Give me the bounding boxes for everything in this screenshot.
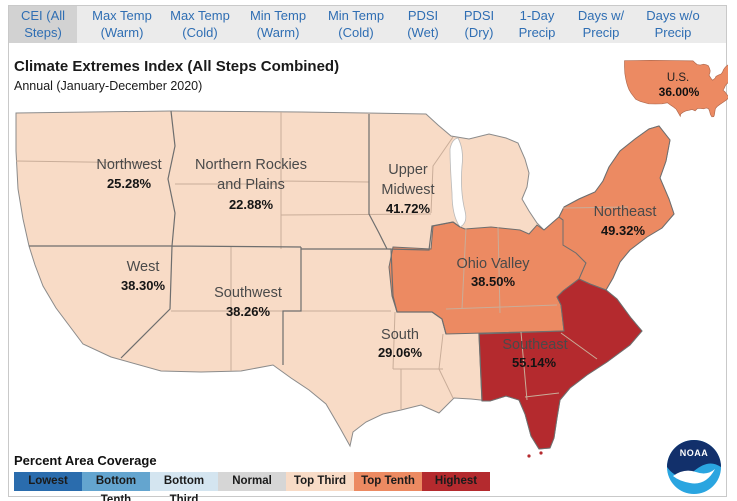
us-inset-label: U.S. [667,72,689,84]
legend-item-top-third: Top Third [286,472,354,491]
region-label-northern-rockies-2: and Plains [217,177,285,193]
tab-pdsi-dry[interactable]: PDSI (Dry) [463,7,495,40]
region-label-south: South [381,327,419,343]
tab-pdsi-wet[interactable]: PDSI (Wet) [407,7,439,40]
region-value-northwest: 25.28% [107,176,152,191]
region-label-southwest: Southwest [214,285,282,301]
tab-min-temp-cold[interactable]: Min Temp (Cold) [327,7,385,40]
tab-max-temp-cold[interactable]: Max Temp (Cold) [170,7,230,40]
region-label-upper-midwest-2: Midwest [381,182,434,198]
tab-days-without-precip[interactable]: Days w/o Precip [646,7,700,40]
legend: Percent Area Coverage Lowest Bottom Tent… [14,453,490,501]
region-label-southeast: Southeast [502,337,567,353]
us-inset: U.S. 36.00% [624,60,728,118]
noaa-logo: NOAA [667,440,721,494]
region-label-northern-rockies-1: Northern Rockies [195,157,307,173]
region-value-west: 38.30% [121,278,166,293]
tab-max-temp-warm[interactable]: Max Temp (Warm) [92,7,152,40]
region-value-upper-midwest: 41.72% [386,201,431,216]
map-title: Climate Extremes Index (All Steps Combin… [14,58,340,75]
legend-item-top-tenth: Top Tenth [354,472,422,491]
legend-item-normal: Normal [218,472,286,491]
legend-item-bottom-tenth: Bottom Tenth [82,472,150,501]
tab-days-with-precip[interactable]: Days w/ Precip [577,7,625,40]
region-label-west: West [127,259,160,275]
tab-min-temp-warm[interactable]: Min Temp (Warm) [249,7,307,40]
tab-1-day-precip[interactable]: 1-Day Precip [518,7,556,40]
region-value-northeast: 49.32% [601,223,646,238]
noaa-logo-bird-icon [673,469,715,484]
region-value-northern-rockies: 22.88% [229,197,274,212]
tab-cei-all-steps[interactable]: CEI (All Steps) [9,6,77,43]
florida-keys-dot [539,451,543,455]
region-label-upper-midwest-1: Upper [388,162,428,178]
region-value-south: 29.06% [378,345,423,360]
legend-item-lowest: Lowest [14,472,82,491]
legend-item-bottom-third: Bottom Third [150,472,218,501]
region-label-northwest: Northwest [96,157,161,173]
legend-title: Percent Area Coverage [14,453,157,468]
index-tab-bar: CEI (All Steps) Max Temp (Warm) Max Temp… [9,6,726,43]
cei-map-panel: CEI (All Steps) Max Temp (Warm) Max Temp… [8,5,728,501]
region-labels: Northwest 25.28% Northern Rockies and Pl… [96,157,656,370]
noaa-logo-top [667,440,721,477]
region-label-northeast: Northeast [594,204,657,220]
legend-row: Lowest Bottom Tenth Bottom Third Normal … [14,472,490,501]
state-borders [15,112,629,409]
region-borders [29,110,483,402]
map-subtitle: Annual (January-December 2020) [14,79,203,93]
us-inset-value: 36.00% [659,85,700,99]
region-shape-southeast [478,278,643,450]
title-block: Climate Extremes Index (All Steps Combin… [14,58,339,93]
noaa-logo-text: NOAA [680,448,709,458]
florida-keys-dot [527,454,531,458]
region-label-ohio-valley: Ohio Valley [456,256,530,272]
legend-item-highest: Highest [422,472,490,491]
region-shape-northeast [558,125,675,291]
region-value-southeast: 55.14% [512,355,557,370]
region-value-southwest: 38.26% [226,304,271,319]
region-value-ohio-valley: 38.50% [471,274,516,289]
us-climate-regions-map: Northwest 25.28% Northern Rockies and Pl… [15,60,728,458]
